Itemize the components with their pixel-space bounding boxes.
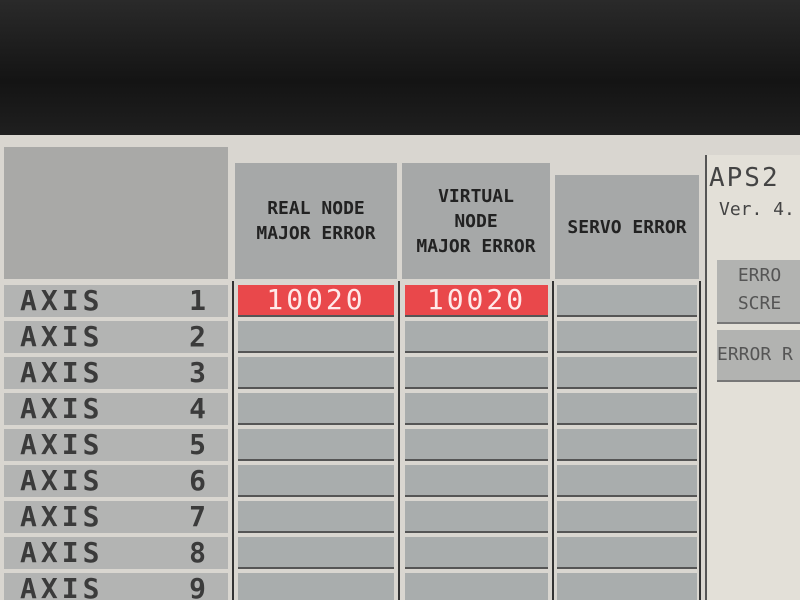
axis-number: 2	[189, 320, 210, 353]
axis-number: 7	[189, 500, 210, 533]
axis-name: AXIS	[20, 572, 104, 600]
axis-name: AXIS	[20, 500, 104, 533]
axis-number: 1	[189, 284, 210, 317]
header-real-node-major-error: REAL NODE MAJOR ERROR	[235, 163, 397, 279]
error-reset-button[interactable]: ERROR R	[717, 330, 800, 382]
version-label: Ver. 4.	[719, 199, 795, 220]
real-node-error-cell	[238, 465, 394, 497]
servo-error-cell	[557, 357, 697, 389]
axis-label: AXIS 6	[4, 465, 228, 497]
divider	[699, 281, 701, 600]
divider	[552, 281, 554, 600]
axis-number: 9	[189, 572, 210, 600]
header-corner	[4, 147, 228, 279]
axis-number: 3	[189, 356, 210, 389]
axis-label: AXIS 1	[4, 285, 228, 317]
axis-number: 4	[189, 392, 210, 425]
divider	[398, 281, 400, 600]
virtual-node-error-cell	[405, 429, 548, 461]
real-node-error-cell	[238, 357, 394, 389]
header-text: REAL NODE	[267, 198, 365, 219]
servo-error-cell	[557, 285, 697, 317]
real-node-error-cell	[238, 573, 394, 600]
axis-name: AXIS	[20, 428, 104, 461]
axis-label: AXIS 5	[4, 429, 228, 461]
header-text: SERVO ERROR	[567, 216, 687, 238]
real-node-error-cell	[238, 321, 394, 353]
real-node-error-cell	[238, 429, 394, 461]
divider	[232, 281, 234, 600]
monitor-bezel	[0, 0, 800, 135]
servo-error-cell	[557, 501, 697, 533]
button-text: SCRE	[737, 293, 782, 314]
servo-error-cell	[557, 573, 697, 600]
virtual-node-error-cell	[405, 465, 548, 497]
header-servo-error: SERVO ERROR	[555, 175, 699, 279]
side-panel: APS2 Ver. 4. ERRO SCRE ERROR R	[705, 155, 800, 600]
button-text: ERRO	[737, 265, 782, 286]
axis-name: AXIS	[20, 392, 104, 425]
axis-name: AXIS	[20, 356, 104, 389]
real-node-error-cell	[238, 501, 394, 533]
axis-number: 8	[189, 536, 210, 569]
axis-label: AXIS 8	[4, 537, 228, 569]
error-screen-button[interactable]: ERRO SCRE	[717, 260, 800, 324]
app-title: APS2	[709, 163, 780, 193]
axis-name: AXIS	[20, 536, 104, 569]
axis-name: AXIS	[20, 284, 104, 317]
virtual-node-error-cell	[405, 321, 548, 353]
virtual-node-error-cell: 10020	[405, 285, 548, 317]
header-virtual-node-major-error: VIRTUAL NODE MAJOR ERROR	[402, 163, 550, 279]
virtual-node-error-cell	[405, 573, 548, 600]
header-text: NODE	[454, 210, 498, 232]
virtual-node-error-cell	[405, 357, 548, 389]
real-node-error-cell	[238, 537, 394, 569]
header-text: VIRTUAL	[438, 185, 514, 207]
virtual-node-error-cell	[405, 537, 548, 569]
real-node-error-cell	[238, 393, 394, 425]
axis-name: AXIS	[20, 320, 104, 353]
servo-error-cell	[557, 537, 697, 569]
axis-label: AXIS 7	[4, 501, 228, 533]
axis-label: AXIS 9	[4, 573, 228, 600]
virtual-node-error-cell	[405, 393, 548, 425]
axis-name: AXIS	[20, 464, 104, 497]
servo-error-cell	[557, 321, 697, 353]
servo-error-cell	[557, 429, 697, 461]
axis-label: AXIS 2	[4, 321, 228, 353]
header-text: MAJOR ERROR	[256, 223, 376, 244]
axis-number: 5	[189, 428, 210, 461]
axis-label: AXIS 4	[4, 393, 228, 425]
axis-number: 6	[189, 464, 210, 497]
button-text: ERROR R	[717, 344, 793, 365]
header-text: MAJOR ERROR	[416, 235, 536, 257]
servo-error-cell	[557, 393, 697, 425]
hmi-screen: REAL NODE MAJOR ERROR VIRTUAL NODE MAJOR…	[0, 135, 800, 600]
servo-error-cell	[557, 465, 697, 497]
virtual-node-error-cell	[405, 501, 548, 533]
real-node-error-cell: 10020	[238, 285, 394, 317]
axis-label: AXIS 3	[4, 357, 228, 389]
